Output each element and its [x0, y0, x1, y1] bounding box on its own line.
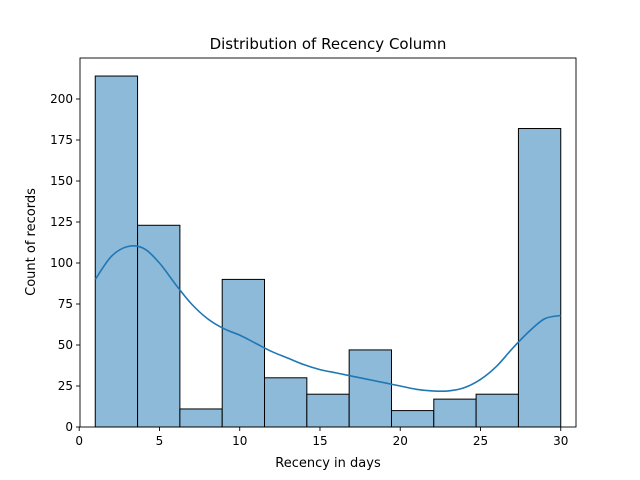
- y-tick-label: 0: [65, 420, 73, 434]
- histogram-bar-3: [179, 408, 223, 428]
- histogram-bar-4: [221, 278, 266, 428]
- x-tick-label: 25: [473, 434, 488, 448]
- y-tick-label: 200: [50, 92, 73, 106]
- y-tick-label: 100: [50, 256, 73, 270]
- histogram-bar-5: [264, 377, 308, 428]
- histogram-bar-8: [390, 410, 435, 428]
- y-tick-label: 175: [50, 133, 73, 147]
- x-axis-label: Recency in days: [275, 456, 381, 471]
- histogram-bar-10: [475, 393, 519, 428]
- y-tick-label: 150: [50, 174, 73, 188]
- chart-title: Distribution of Recency Column: [210, 35, 447, 53]
- y-tick-label: 75: [58, 297, 73, 311]
- x-tick-label: 5: [156, 434, 164, 448]
- y-axis-ticks: 0 25 50 75 100 125 150 175 200: [50, 92, 80, 434]
- x-tick-label: 20: [393, 434, 408, 448]
- x-axis-ticks: 0 5 10 15 20 25 30: [75, 427, 568, 448]
- histogram-bar-7: [348, 349, 392, 428]
- histogram-bar-11: [517, 128, 562, 428]
- y-tick-label: 50: [58, 338, 73, 352]
- kde-curve: [94, 244, 561, 393]
- y-tick-label: 125: [50, 215, 73, 229]
- histogram-bar-9: [433, 398, 477, 428]
- histogram-bar-6: [306, 393, 350, 428]
- x-tick-label: 10: [232, 434, 247, 448]
- histogram-bars: [94, 75, 562, 428]
- x-tick-label: 0: [75, 434, 83, 448]
- x-tick-label: 15: [312, 434, 327, 448]
- histogram-bar-2: [137, 224, 181, 428]
- x-tick-label: 30: [553, 434, 568, 448]
- plot-frame: [79, 57, 577, 428]
- y-tick-label: 25: [58, 379, 73, 393]
- y-axis-label: Count of records: [24, 188, 39, 296]
